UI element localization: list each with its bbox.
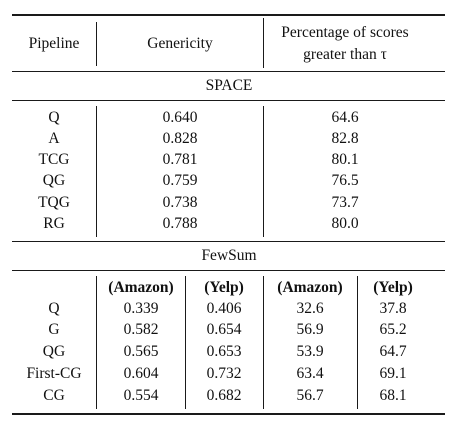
fewsum-row-2-pct-amazon: 56.9 (296, 321, 324, 338)
fewsum-row-2-gen-amazon: 0.582 (123, 321, 159, 338)
space-divider-1 (96, 106, 97, 237)
fewsum-divider-1 (96, 276, 97, 409)
space-row-6-pipeline: RG (43, 215, 65, 232)
space-row-1-genericity: 0.640 (162, 109, 198, 126)
fewsum-row-3-pct-yelp: 64.7 (379, 343, 407, 360)
fewsum-row-1-gen-amazon: 0.339 (123, 300, 159, 317)
fewsum-divider-4 (357, 276, 358, 409)
space-row-3-pipeline: TCG (38, 151, 70, 168)
fewsum-row-2-pipeline: G (48, 321, 60, 338)
fewsum-row-3-gen-yelp: 0.653 (206, 343, 242, 360)
space-row-3-percentage: 80.1 (331, 151, 359, 168)
header-divider-1 (96, 22, 97, 66)
header-rule (12, 71, 445, 72)
fewsum-row-4-pct-amazon: 63.4 (296, 365, 324, 382)
space-title-rule (12, 100, 445, 101)
top-rule (12, 14, 445, 16)
header-percentage-line1: Percentage of scores (281, 24, 409, 41)
space-row-1-percentage: 64.6 (331, 109, 359, 126)
fewsum-row-2-gen-yelp: 0.654 (206, 321, 242, 338)
subheader-percentage-amazon: (Amazon) (277, 279, 343, 296)
fewsum-row-1-pct-yelp: 37.8 (379, 300, 407, 317)
space-row-1-pipeline: Q (48, 109, 60, 126)
fewsum-row-1-pipeline: Q (48, 300, 60, 317)
space-row-2-pipeline: A (48, 130, 60, 147)
fewsum-title-rule (12, 270, 445, 271)
fewsum-row-4-gen-amazon: 0.604 (123, 365, 159, 382)
fewsum-divider-3 (263, 276, 264, 409)
fewsum-row-3-pct-amazon: 53.9 (296, 343, 324, 360)
fewsum-row-2-pct-yelp: 65.2 (379, 321, 407, 338)
fewsum-row-5-pipeline: CG (43, 387, 65, 404)
space-row-6-percentage: 80.0 (331, 215, 359, 232)
fewsum-row-5-gen-yelp: 0.682 (206, 387, 242, 404)
space-row-4-pipeline: QG (42, 172, 66, 189)
fewsum-row-1-gen-yelp: 0.406 (206, 300, 242, 317)
space-row-5-genericity: 0.738 (162, 194, 198, 211)
fewsum-row-5-gen-amazon: 0.554 (123, 387, 159, 404)
fewsum-row-4-gen-yelp: 0.732 (206, 365, 242, 382)
subheader-genericity-amazon: (Amazon) (108, 279, 174, 296)
space-end-rule (12, 241, 445, 242)
space-row-2-percentage: 82.8 (331, 130, 359, 147)
section-title-space: SPACE (205, 77, 253, 94)
header-percentage-line2: greater than τ (303, 46, 387, 63)
fewsum-row-5-pct-amazon: 56.7 (296, 387, 324, 404)
space-row-2-genericity: 0.828 (162, 130, 198, 147)
fewsum-row-5-pct-yelp: 68.1 (379, 387, 407, 404)
space-row-4-percentage: 76.5 (331, 172, 359, 189)
space-divider-2 (263, 106, 264, 237)
fewsum-row-4-pct-yelp: 69.1 (379, 365, 407, 382)
fewsum-row-3-pipeline: QG (42, 343, 66, 360)
subheader-percentage-yelp: (Yelp) (373, 279, 413, 296)
space-row-5-pipeline: TQG (38, 194, 70, 211)
space-row-6-genericity: 0.788 (162, 215, 198, 232)
space-row-5-percentage: 73.7 (331, 194, 359, 211)
header-divider-2 (263, 18, 264, 68)
bottom-rule (12, 413, 445, 415)
section-title-fewsum: FewSum (201, 247, 257, 264)
fewsum-row-4-pipeline: First-CG (26, 365, 82, 382)
space-row-4-genericity: 0.759 (162, 172, 198, 189)
subheader-genericity-yelp: (Yelp) (204, 279, 244, 296)
header-pipeline: Pipeline (28, 35, 80, 52)
space-row-3-genericity: 0.781 (162, 151, 198, 168)
header-genericity: Genericity (147, 35, 213, 52)
fewsum-divider-2 (185, 276, 186, 409)
fewsum-row-3-gen-amazon: 0.565 (123, 343, 159, 360)
fewsum-row-1-pct-amazon: 32.6 (296, 300, 324, 317)
